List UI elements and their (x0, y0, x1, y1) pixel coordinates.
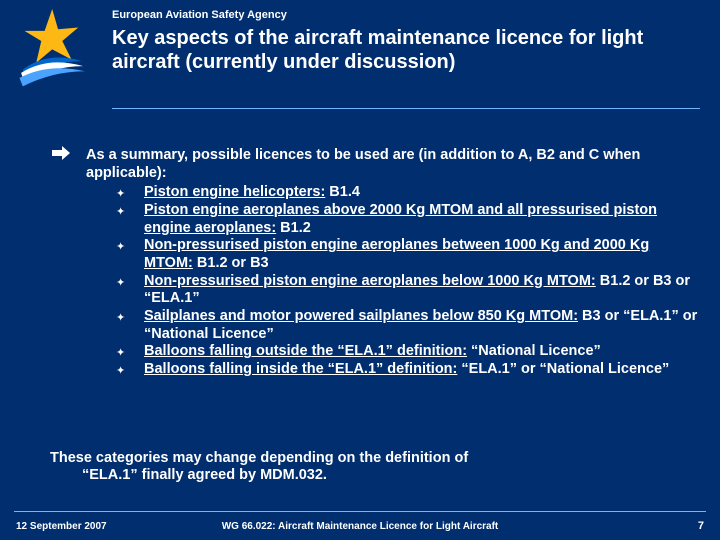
intro-text: As a summary, possible licences to be us… (86, 146, 698, 182)
list-text: Balloons falling outside the “ELA.1” def… (144, 343, 698, 361)
arrow-bullet-icon (52, 146, 70, 160)
star-bullet-icon: ✦ (116, 343, 144, 359)
list-text: Piston engine aeroplanes above 2000 Kg M… (144, 202, 698, 237)
list-item: ✦ Piston engine helicopters: B1.4 (116, 184, 698, 202)
footer-center: WG 66.022: Aircraft Maintenance Licence … (0, 521, 720, 532)
list-text: Balloons falling inside the “ELA.1” defi… (144, 361, 698, 379)
list-item: ✦ Non-pressurised piston engine aeroplan… (116, 273, 698, 308)
footer-page-number: 7 (698, 520, 704, 532)
star-bullet-icon: ✦ (116, 237, 144, 253)
list-text: Non-pressurised piston engine aeroplanes… (144, 237, 698, 272)
list-text: Non-pressurised piston engine aeroplanes… (144, 273, 698, 308)
star-bullet-icon: ✦ (116, 184, 144, 200)
list-item: ✦ Balloons falling outside the “ELA.1” d… (116, 343, 698, 361)
list-item: ✦ Piston engine aeroplanes above 2000 Kg… (116, 202, 698, 237)
closing-text: These categories may change depending on… (50, 450, 690, 485)
list-item: ✦ Balloons falling inside the “ELA.1” de… (116, 361, 698, 379)
agency-label: European Aviation Safety Agency (112, 9, 287, 21)
star-bullet-icon: ✦ (116, 202, 144, 218)
page-title: Key aspects of the aircraft maintenance … (112, 26, 692, 74)
list-item: ✦ Non-pressurised piston engine aeroplan… (116, 237, 698, 272)
list-text: Sailplanes and motor powered sailplanes … (144, 308, 698, 343)
star-bullet-icon: ✦ (116, 361, 144, 377)
list-text: Piston engine helicopters: B1.4 (144, 184, 698, 202)
title-underline (112, 108, 700, 109)
sub-list: ✦ Piston engine helicopters: B1.4 ✦ Pist… (116, 184, 698, 379)
easa-logo (6, 4, 90, 88)
star-bullet-icon: ✦ (116, 273, 144, 289)
footer-divider (14, 511, 706, 512)
content: As a summary, possible licences to be us… (38, 146, 698, 379)
star-bullet-icon: ✦ (116, 308, 144, 324)
header: European Aviation Safety Agency Key aspe… (0, 0, 720, 10)
list-item: ✦ Sailplanes and motor powered sailplane… (116, 308, 698, 343)
